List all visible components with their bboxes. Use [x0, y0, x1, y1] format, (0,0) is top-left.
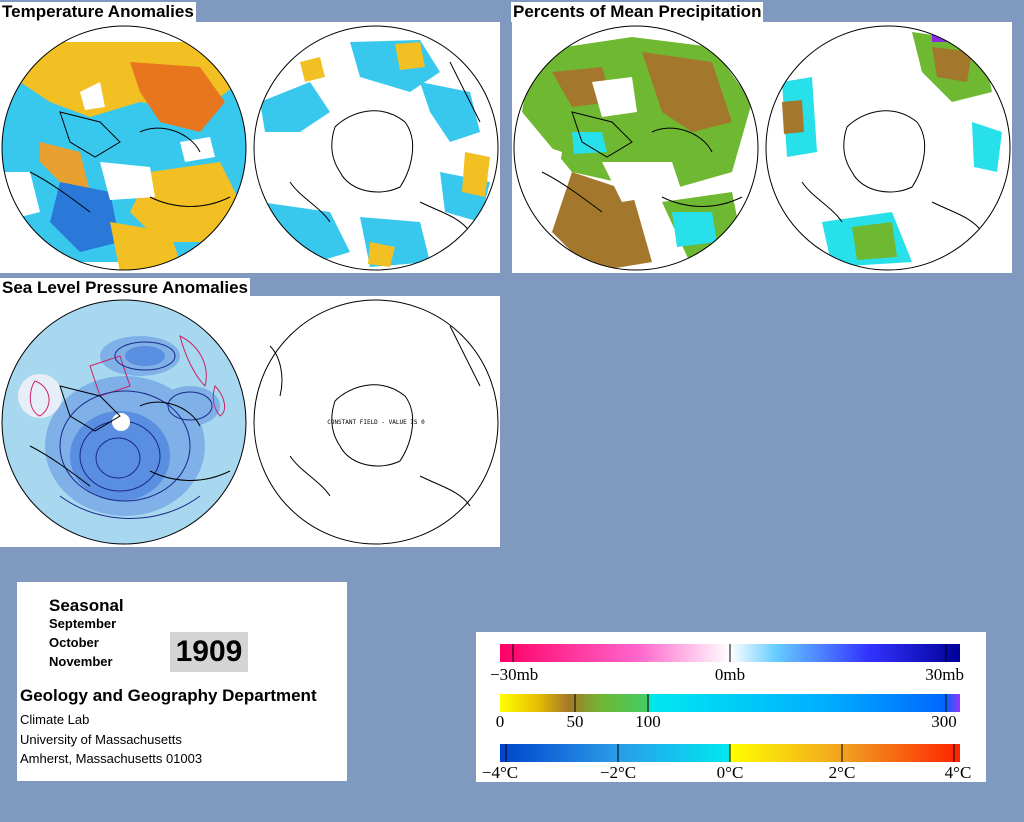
pressure-maps: CONSTANT FIELD - VALUE IS 0 — [1, 299, 499, 545]
temperature-northern-hemisphere-map — [2, 26, 246, 270]
precipitation-southern-hemisphere-map — [766, 26, 1010, 270]
pressure-northern-hemisphere-map — [2, 300, 246, 544]
address-line-2: University of Massachusetts — [20, 732, 182, 747]
legend-precip-300: 300 — [931, 712, 957, 731]
month-september: September — [49, 616, 117, 631]
legend-precip-50: 50 — [567, 712, 584, 731]
precipitation-sh-outline — [765, 25, 1011, 271]
legend-temp-2: 2°C — [829, 763, 856, 782]
pressure-colorbar: −30mb 0mb 30mb — [490, 644, 964, 684]
pressure-southern-hemisphere-map: CONSTANT FIELD - VALUE IS 0 — [253, 299, 499, 545]
season-label: Seasonal — [49, 596, 124, 615]
pressure-constant-field-note: CONSTANT FIELD - VALUE IS 0 — [327, 419, 425, 426]
pressure-title: Sea Level Pressure Anomalies — [0, 278, 251, 298]
temperature-panel — [0, 22, 500, 273]
temperature-nh-outline — [1, 25, 247, 271]
legend-pressure-max: 30mb — [925, 665, 964, 684]
temperature-colorbar: −4°C −2°C 0°C 2°C 4°C — [482, 744, 971, 782]
legend-temp-0: 0°C — [717, 763, 744, 782]
legend-pressure-mid: 0mb — [715, 665, 745, 684]
legend-temp-minus2: −2°C — [600, 763, 636, 782]
legend-temp-4: 4°C — [945, 763, 972, 782]
precipitation-maps — [513, 25, 1011, 271]
temperature-sh-outline — [253, 25, 499, 271]
legend-precip-0: 0 — [496, 712, 505, 731]
precipitation-panel — [512, 22, 1012, 273]
month-november: November — [49, 654, 113, 669]
year-badge: 1909 — [170, 632, 248, 672]
address-line-1: Climate Lab — [20, 712, 90, 727]
info-box: Seasonal September October November 1909… — [17, 582, 347, 781]
pressure-nh-outline — [1, 299, 247, 545]
legend-scales: −30mb 0mb 30mb 0 50 100 300 −4°C −2°C 0°… — [482, 644, 971, 782]
pressure-panel: CONSTANT FIELD - VALUE IS 0 — [0, 296, 500, 547]
legend-temp-minus4: −4°C — [482, 763, 518, 782]
precipitation-nh-outline — [513, 25, 759, 271]
temperature-title: Temperature Anomalies — [0, 2, 196, 22]
precipitation-northern-hemisphere-map — [514, 26, 758, 270]
address-line-3: Amherst, Massachusetts 01003 — [20, 751, 203, 766]
precipitation-title: Percents of Mean Precipitation — [511, 2, 764, 22]
temperature-maps — [1, 25, 499, 271]
legend-precip-100: 100 — [635, 712, 661, 731]
temperature-southern-hemisphere-map — [254, 26, 498, 270]
precipitation-colorbar: 0 50 100 300 — [496, 694, 960, 731]
month-october: October — [49, 635, 99, 650]
pressure-sh-outline — [253, 299, 499, 545]
legend-pressure-min: −30mb — [490, 665, 538, 684]
department-name: Geology and Geography Department — [20, 686, 317, 705]
legend-box: −30mb 0mb 30mb 0 50 100 300 −4°C −2°C 0°… — [476, 632, 986, 782]
